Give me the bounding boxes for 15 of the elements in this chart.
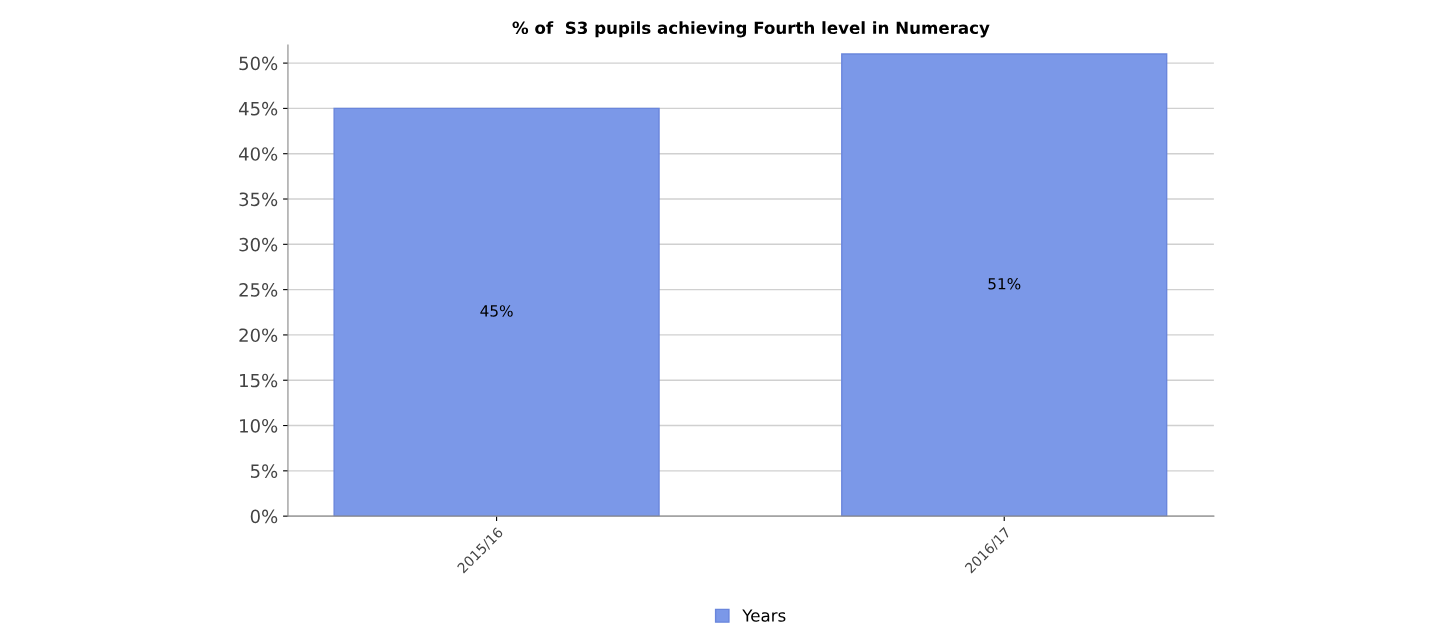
data-label: 45%	[480, 305, 513, 317]
legend-label: Years	[742, 609, 786, 622]
y-tick-label: 50%	[239, 56, 278, 71]
y-tick-label: 35%	[239, 192, 278, 207]
y-tick-label: 30%	[239, 237, 278, 252]
y-tick-label: 5%	[250, 464, 278, 478]
y-tick-label: 15%	[240, 373, 278, 388]
y-tick-label: 10%	[240, 418, 278, 433]
y-tick-label: 45%	[238, 101, 278, 116]
y-tick-label: 20%	[239, 328, 278, 343]
y-tick-label: 0%	[250, 509, 278, 524]
chart-title: % of S3 pupils achieving Fourth level in Numeracy	[512, 21, 990, 38]
y-tick-label: 40%	[238, 147, 278, 161]
y-tick-label: 25%	[239, 283, 278, 297]
data-label: 51%	[988, 277, 1021, 290]
